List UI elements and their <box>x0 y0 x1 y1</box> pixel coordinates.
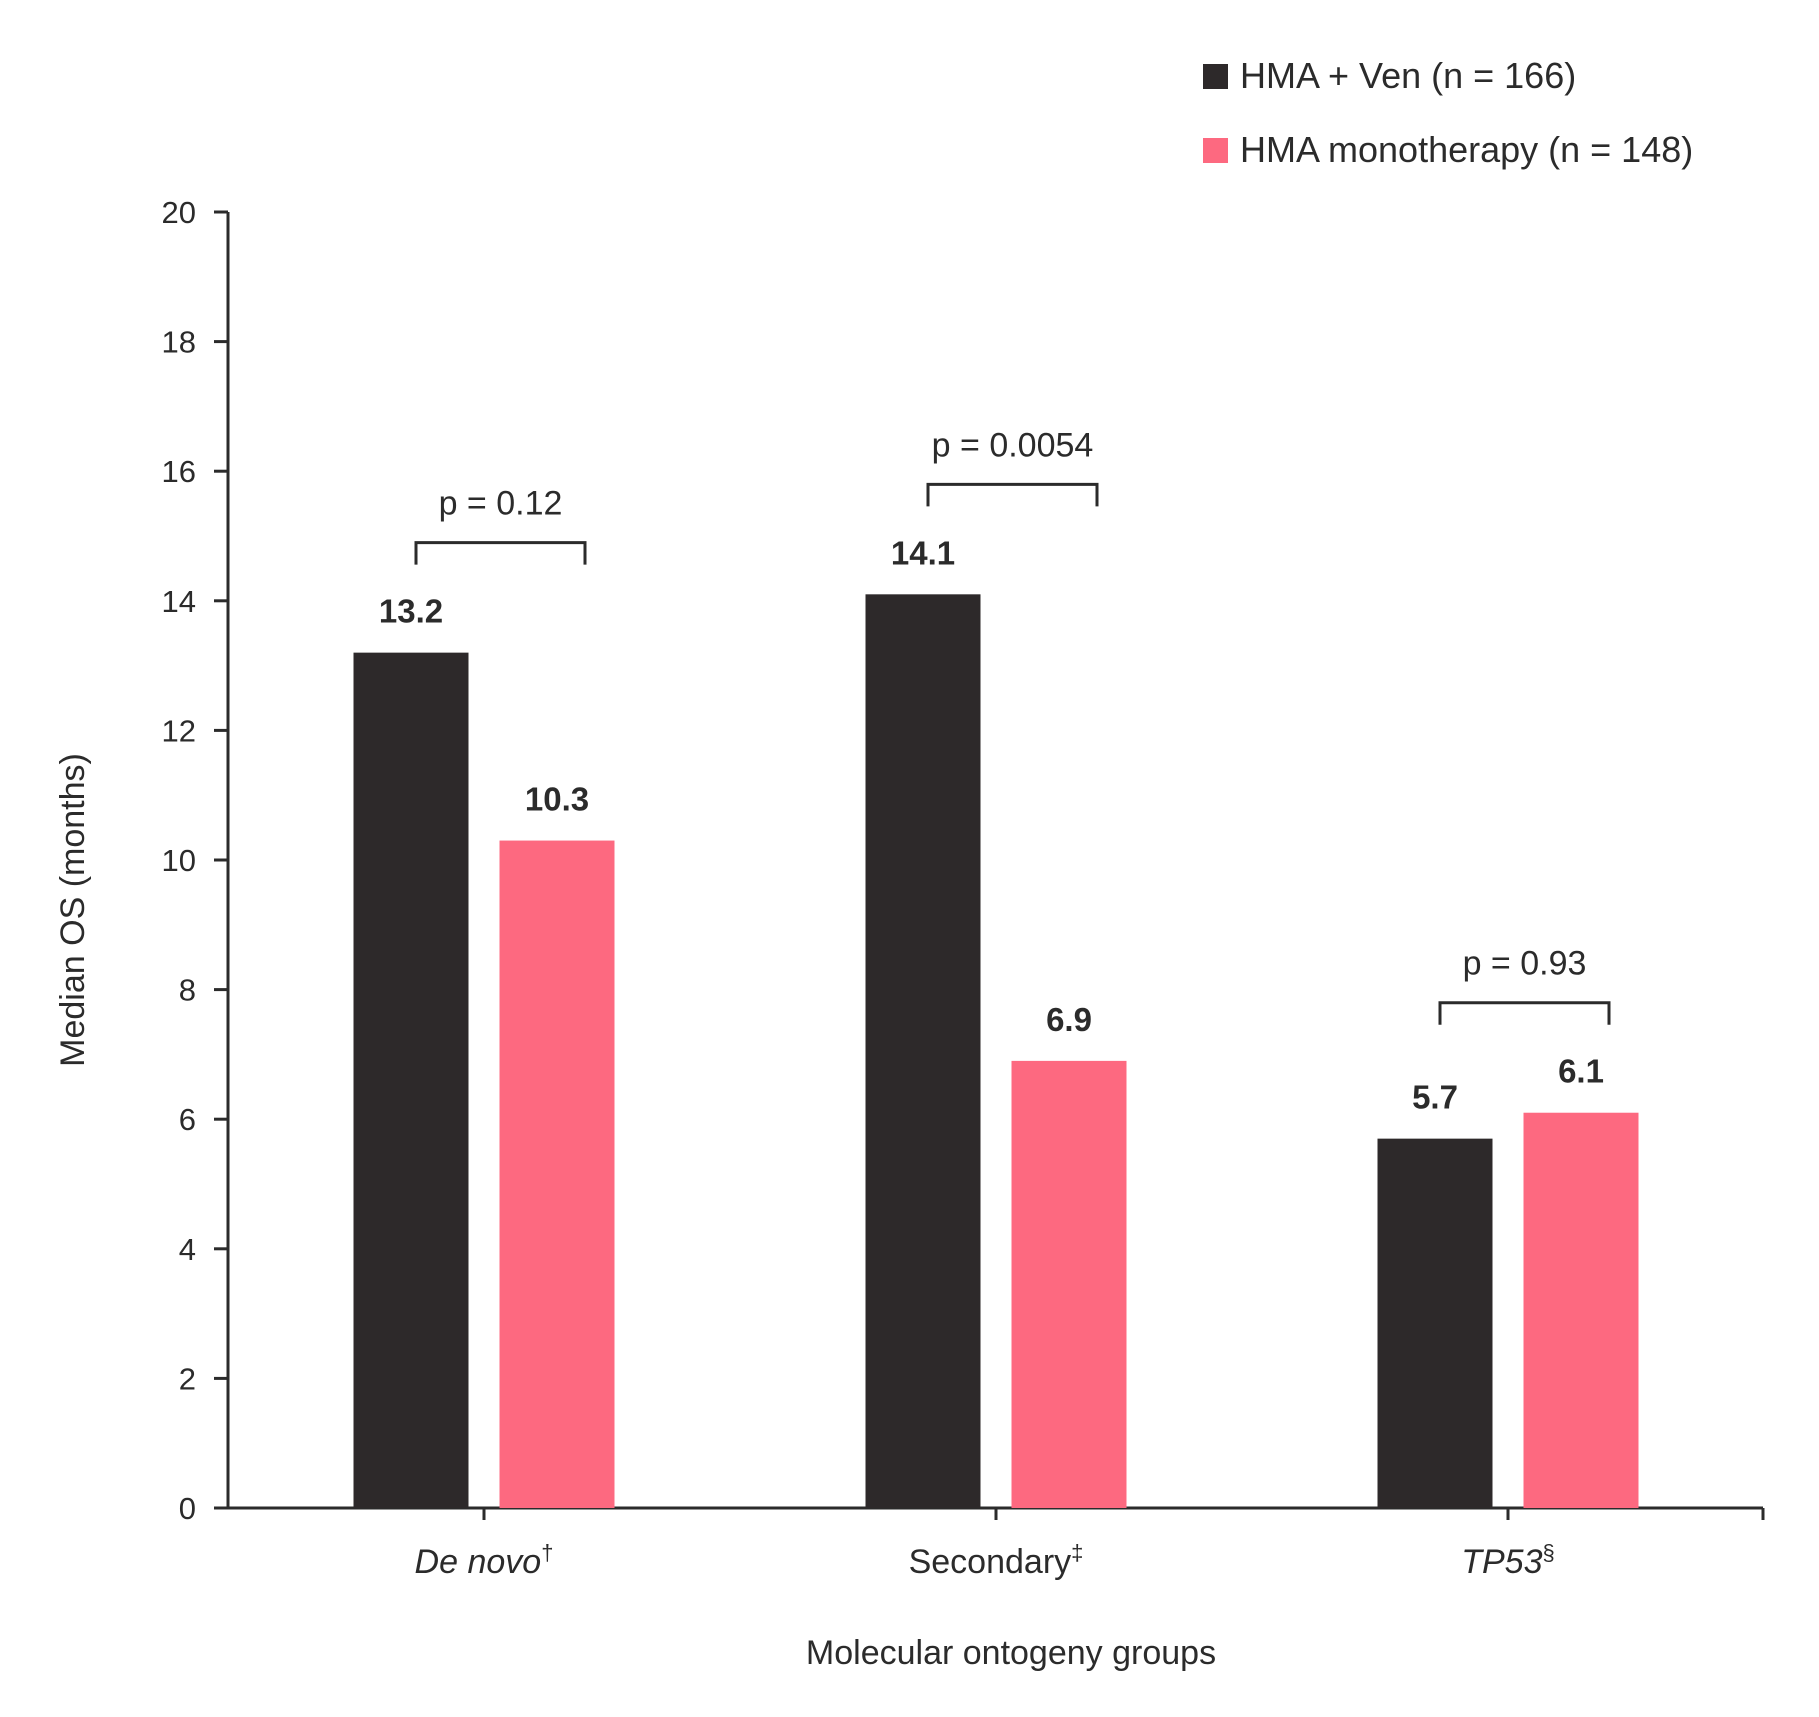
y-tick-label: 0 <box>179 1491 196 1526</box>
y-tick-label: 18 <box>162 325 196 360</box>
data-label: 6.1 <box>1558 1053 1604 1090</box>
data-labels: 13.2 14.1 5.7 10.3 6.9 6.1 <box>379 534 1604 1115</box>
p-value-bracket <box>1438 1001 1611 1025</box>
y-tick-label: 12 <box>162 713 196 748</box>
bar <box>499 840 615 1508</box>
bars <box>353 594 1639 1508</box>
y-tick-label: 4 <box>179 1232 196 1267</box>
y-tick-label: 6 <box>179 1102 196 1137</box>
y-tick-label: 20 <box>162 195 196 230</box>
x-axis-title: Molecular ontogeny groups <box>806 1634 1216 1672</box>
x-tick-label: De novo† <box>415 1540 554 1581</box>
data-label: 13.2 <box>379 593 443 630</box>
y-tick-label: 10 <box>162 843 196 878</box>
bar <box>1011 1060 1127 1508</box>
y-tick-label: 16 <box>162 454 196 489</box>
data-label: 10.3 <box>525 781 589 818</box>
legend-label: HMA + Ven (n = 166) <box>1240 55 1576 96</box>
legend-swatch <box>1203 138 1228 163</box>
legend: HMA + Ven (n = 166) HMA monotherapy (n = … <box>1203 55 1693 170</box>
data-label: 5.7 <box>1412 1079 1458 1116</box>
bar <box>353 652 469 1508</box>
y-tick-label: 8 <box>179 973 196 1008</box>
legend-swatch <box>1203 64 1228 89</box>
y-tick-label: 14 <box>162 584 196 619</box>
data-label: 6.9 <box>1046 1001 1092 1038</box>
p-value-brackets: p = 0.12 p = 0.0054 p = 0.93 <box>414 426 1611 1025</box>
x-tick-label: TP53§ <box>1461 1540 1555 1581</box>
data-label: 14.1 <box>891 534 955 571</box>
p-value-label: p = 0.0054 <box>932 426 1094 464</box>
bar <box>1377 1138 1493 1508</box>
axes: 0 2 4 6 8 10 12 14 16 18 20 De novo† Secondary‡ TP53§ <box>162 195 1765 1581</box>
legend-label: HMA monotherapy (n = 148) <box>1240 129 1693 170</box>
bar <box>865 594 981 1508</box>
bar <box>1523 1112 1639 1508</box>
p-value-bracket <box>414 541 587 565</box>
p-value-label: p = 0.93 <box>1463 945 1587 983</box>
y-axis-title: Median OS (months) <box>54 753 92 1067</box>
x-tick-label: Secondary‡ <box>909 1540 1084 1581</box>
p-value-bracket <box>926 482 1099 507</box>
y-tick-label: 2 <box>179 1361 196 1396</box>
p-value-label: p = 0.12 <box>439 485 563 523</box>
